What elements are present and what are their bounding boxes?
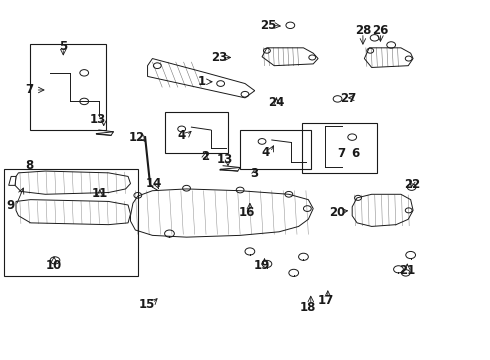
Polygon shape	[9, 176, 16, 185]
Text: 4: 4	[177, 129, 186, 142]
Text: 27: 27	[340, 92, 356, 105]
Text: 19: 19	[254, 258, 270, 271]
Bar	[240, 130, 311, 169]
Text: 24: 24	[268, 96, 284, 109]
Bar	[302, 123, 376, 173]
Text: 12: 12	[129, 131, 145, 144]
Polygon shape	[352, 194, 413, 226]
Text: 3: 3	[251, 167, 259, 180]
Bar	[4, 169, 138, 276]
Polygon shape	[16, 200, 130, 225]
Text: 9: 9	[6, 199, 14, 212]
Bar	[30, 44, 106, 130]
Polygon shape	[220, 167, 240, 171]
Text: 26: 26	[372, 24, 389, 37]
Bar	[165, 112, 228, 153]
Text: 15: 15	[138, 298, 155, 311]
Text: 25: 25	[260, 19, 276, 32]
Polygon shape	[130, 189, 313, 237]
Text: 13: 13	[217, 153, 233, 166]
Text: 8: 8	[25, 159, 34, 172]
Text: 4: 4	[261, 146, 270, 159]
Text: 6: 6	[351, 147, 359, 160]
Text: 7: 7	[338, 147, 345, 160]
Text: 11: 11	[92, 187, 108, 200]
Text: 13: 13	[90, 113, 106, 126]
Text: 21: 21	[399, 264, 416, 276]
Text: 20: 20	[329, 206, 346, 219]
Polygon shape	[15, 171, 130, 194]
Text: 5: 5	[59, 40, 68, 53]
Text: 18: 18	[300, 301, 317, 314]
Text: 2: 2	[201, 150, 209, 163]
Text: 14: 14	[145, 177, 162, 190]
Text: 16: 16	[238, 206, 255, 219]
Polygon shape	[97, 132, 114, 135]
Polygon shape	[262, 48, 318, 66]
Text: 10: 10	[46, 258, 62, 271]
Text: 22: 22	[404, 178, 420, 191]
Text: 23: 23	[211, 51, 227, 64]
Text: 17: 17	[317, 294, 334, 307]
Polygon shape	[147, 59, 255, 98]
Text: 7: 7	[25, 84, 34, 96]
Text: 28: 28	[355, 24, 371, 37]
Polygon shape	[365, 48, 413, 67]
Text: 1: 1	[198, 75, 206, 88]
